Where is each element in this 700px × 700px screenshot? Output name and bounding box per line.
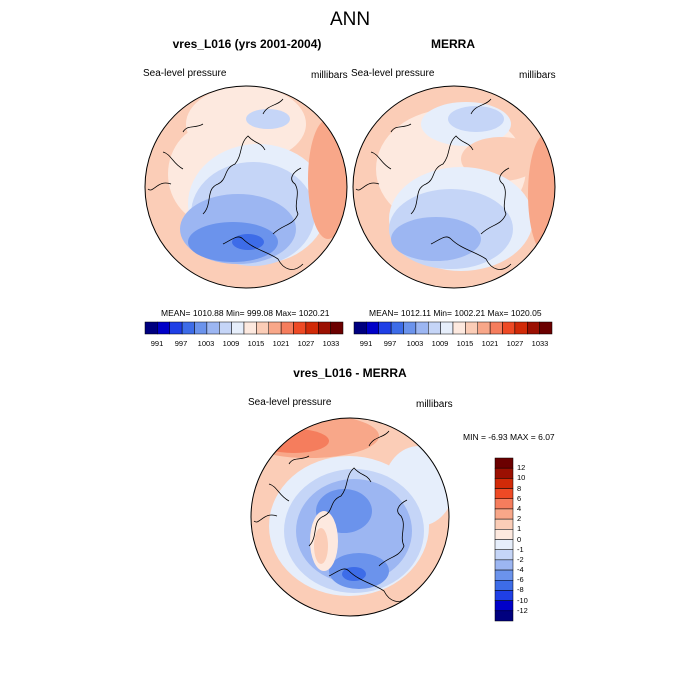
panel3-colorbar-tick: 1 [517, 524, 522, 534]
colorbar-swatch [494, 529, 514, 540]
panel1-title: vres_L016 (yrs 2001-2004) [172, 37, 322, 51]
panel1-colorbar-tick: 1003 [197, 339, 215, 348]
colorbar-swatch [494, 580, 514, 591]
colorbar-swatch [268, 321, 282, 335]
colorbar-swatch [293, 321, 307, 335]
panel3-colorbar-tick: 0 [517, 534, 522, 544]
colorbar-swatch [489, 321, 503, 335]
panel1-units-label: millibars [311, 70, 348, 81]
colorbar-swatch [465, 321, 478, 335]
colorbar-swatch [527, 321, 540, 335]
panel2-title: MERRA [431, 37, 475, 51]
colorbar-swatch [305, 321, 319, 335]
colorbar-swatch [378, 321, 392, 335]
colorbar-swatch [494, 539, 514, 550]
colorbar-swatch [494, 478, 514, 489]
colorbar-swatch [494, 600, 514, 612]
panel2-colorbar-tick: 1027 [506, 339, 524, 348]
panel3-colorbar-tick: 8 [517, 483, 522, 493]
colorbar-swatch [415, 321, 429, 335]
panel3-colorbar-tick: 6 [517, 493, 522, 503]
colorbar-swatch [330, 321, 344, 335]
colorbar-swatch [452, 321, 466, 335]
panel2-colorbar [353, 321, 553, 335]
panel1-colorbar-tick: 1021 [272, 339, 290, 348]
panel3-variable-label: Sea-level pressure [248, 397, 332, 408]
colorbar-swatch [280, 321, 294, 335]
colorbar-swatch [494, 498, 514, 510]
colorbar-swatch [494, 610, 514, 622]
panel3-colorbar-tick: -8 [517, 585, 524, 595]
panel1-map [144, 85, 348, 289]
colorbar-swatch [169, 321, 183, 335]
panel3-colorbar-tick: -2 [517, 554, 524, 564]
colorbar-swatch [390, 321, 404, 335]
panel2-units-label: millibars [519, 70, 556, 81]
colorbar-swatch [477, 321, 491, 335]
panel2-colorbar-tick: 1009 [431, 339, 449, 348]
colorbar-swatch [256, 321, 269, 335]
colorbar-swatch [494, 457, 514, 469]
colorbar-swatch [494, 559, 514, 571]
colorbar-swatch [494, 569, 514, 581]
panel2-colorbar-tick: 991 [359, 339, 373, 348]
colorbar-swatch [231, 321, 245, 335]
colorbar-swatch [502, 321, 516, 335]
panel3-colorbar-tick: 4 [517, 503, 522, 513]
colorbar-swatch [181, 321, 195, 335]
panel1-variable-label: Sea-level pressure [143, 68, 227, 79]
panel3-colorbar-tick: -12 [517, 605, 528, 615]
panel1-colorbar-tick: 1009 [222, 339, 240, 348]
panel3-colorbar-tick: -6 [517, 575, 524, 585]
panel2-colorbar-tick: 1015 [456, 339, 474, 348]
colorbar-swatch [494, 590, 514, 601]
panel2-stats: MEAN= 1012.11 Min= 1002.21 Max= 1020.05 [369, 308, 542, 318]
colorbar-swatch [144, 321, 158, 335]
panel1-stats: MEAN= 1010.88 Min= 999.08 Max= 1020.21 [161, 308, 330, 318]
panel3-stats: MIN = -6.93 MAX = 6.07 [463, 432, 555, 442]
colorbar-swatch [440, 321, 454, 335]
panel2-variable-label: Sea-level pressure [351, 68, 435, 79]
colorbar-swatch [318, 321, 331, 335]
panel3-colorbar-tick: -10 [517, 595, 528, 605]
colorbar-swatch [494, 508, 514, 520]
panel2-map [352, 85, 556, 289]
colorbar-swatch [494, 518, 514, 530]
panel3-colorbar-tick: 10 [517, 473, 526, 483]
panel1-colorbar [144, 321, 344, 335]
panel3-colorbar-tick: 12 [517, 463, 526, 473]
panel3-colorbar-tick: 2 [517, 514, 522, 524]
panel1-colorbar-tick: 997 [174, 339, 188, 348]
panel3-title: vres_L016 - MERRA [293, 366, 407, 380]
panel3-units-label: millibars [416, 399, 453, 410]
colorbar-swatch [243, 321, 257, 335]
panel2-colorbar-tick: 1021 [481, 339, 499, 348]
main-title: ANN [329, 9, 371, 30]
panel3-colorbar [494, 457, 514, 622]
panel3-colorbar-tick: -1 [517, 544, 524, 554]
panel1-colorbar-tick: 1033 [322, 339, 340, 348]
colorbar-swatch [514, 321, 528, 335]
colorbar-swatch [219, 321, 232, 335]
colorbar-swatch [157, 321, 170, 335]
colorbar-swatch [539, 321, 553, 335]
panel1-colorbar-tick: 1015 [247, 339, 265, 348]
panel3-colorbar-tick: -4 [517, 565, 524, 575]
panel3-map [250, 417, 450, 617]
colorbar-swatch [206, 321, 220, 335]
panel1-colorbar-tick: 991 [150, 339, 164, 348]
colorbar-swatch [494, 467, 514, 479]
panel2-colorbar-tick: 1033 [531, 339, 549, 348]
colorbar-swatch [428, 321, 441, 335]
colorbar-swatch [403, 321, 417, 335]
colorbar-swatch [494, 488, 514, 499]
panel2-colorbar-tick: 1003 [406, 339, 424, 348]
panel1-colorbar-tick: 1027 [297, 339, 315, 348]
colorbar-swatch [353, 321, 367, 335]
panel2-colorbar-tick: 997 [383, 339, 397, 348]
colorbar-swatch [494, 549, 514, 561]
colorbar-swatch [194, 321, 208, 335]
colorbar-swatch [366, 321, 379, 335]
